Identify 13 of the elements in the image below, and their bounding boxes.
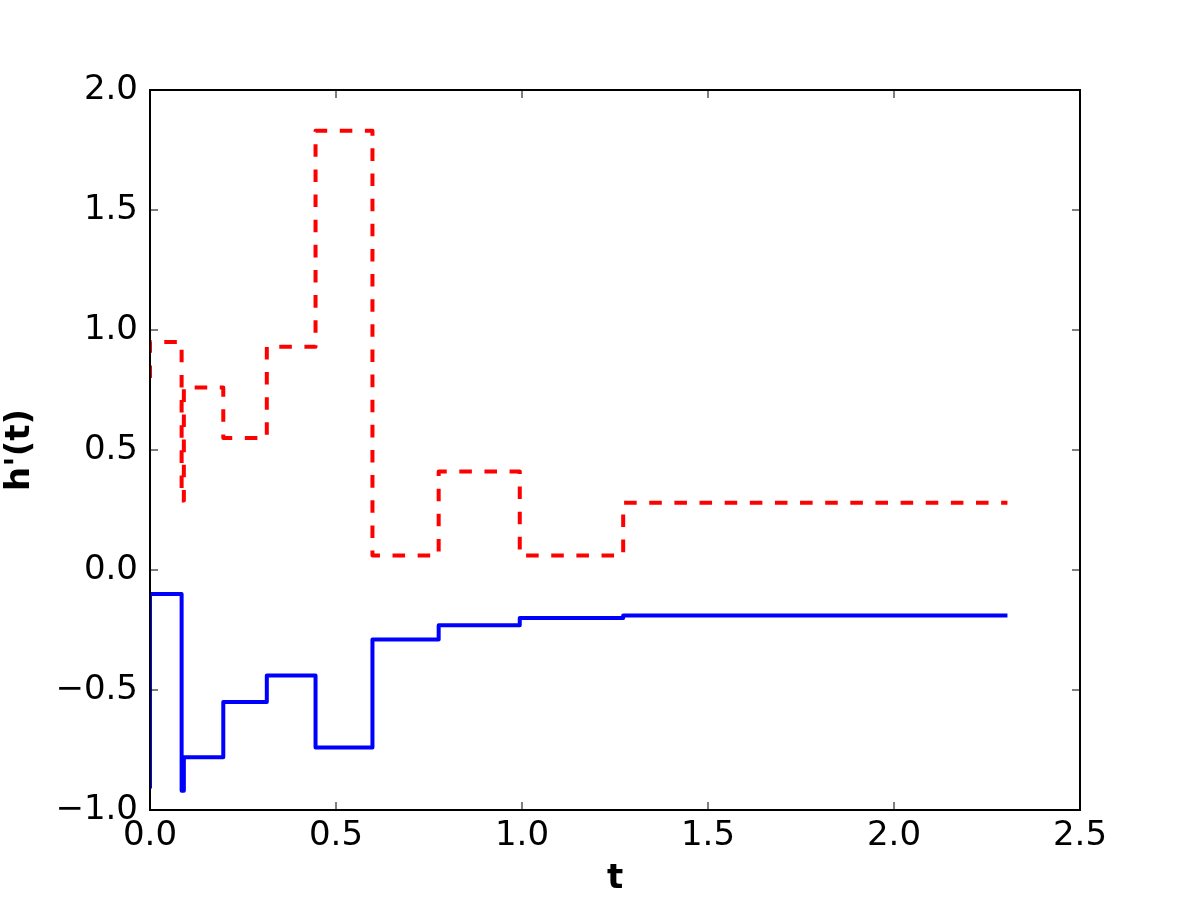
y-axis-title: h'(t) xyxy=(0,409,38,491)
y-tick-label: −0.5 xyxy=(55,666,138,707)
x-axis-title: t xyxy=(606,856,624,897)
y-tick-label: 0.0 xyxy=(83,546,138,587)
x-tick-label: 2.0 xyxy=(866,813,922,854)
y-tick-label: 1.0 xyxy=(83,306,138,347)
y-tick-label: 1.5 xyxy=(83,186,138,227)
x-tick-label: 0.5 xyxy=(308,813,364,854)
x-tick-label: 1.0 xyxy=(494,813,550,854)
y-tick-label: 2.0 xyxy=(83,66,138,107)
x-tick-label: 1.5 xyxy=(680,813,736,854)
x-tick-label: 2.5 xyxy=(1052,813,1108,854)
y-tick-label: 0.5 xyxy=(83,426,138,467)
